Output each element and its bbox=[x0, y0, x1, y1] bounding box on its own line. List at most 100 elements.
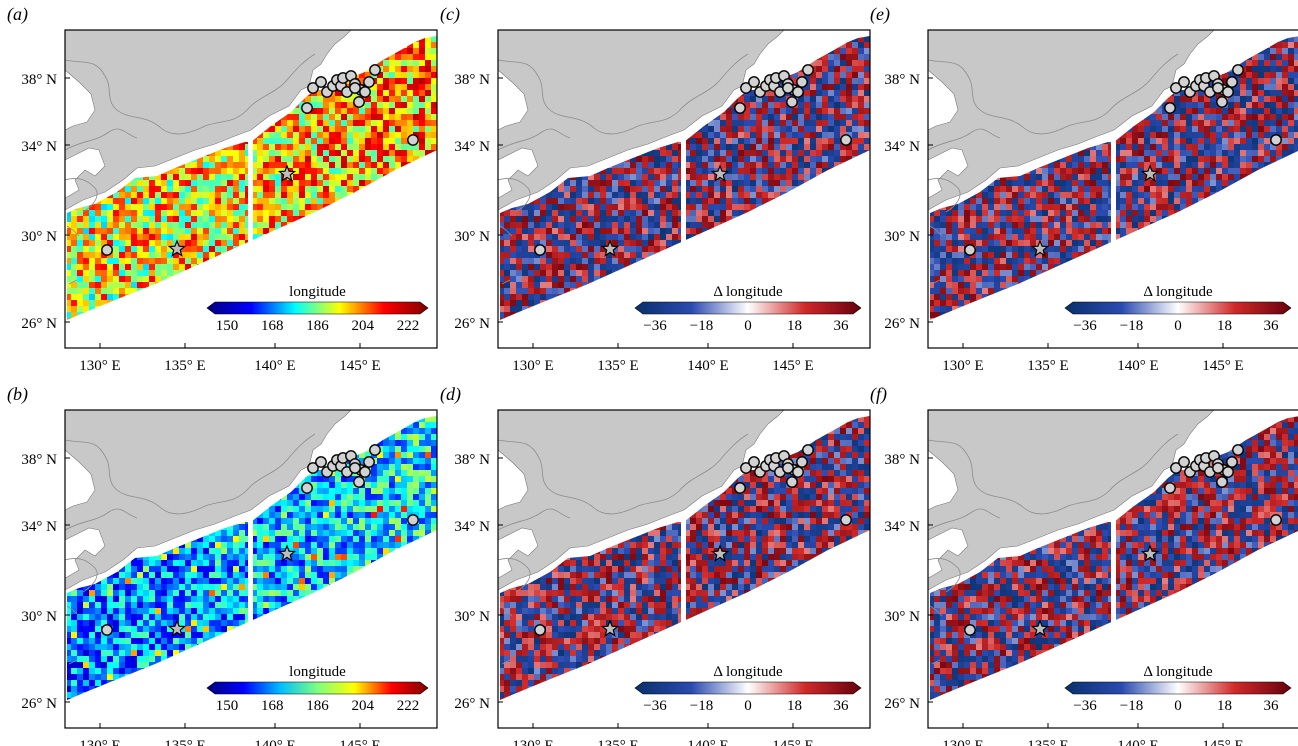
epicenter-star-icon bbox=[1030, 239, 1050, 257]
longitude-tick-label: 145° E bbox=[339, 738, 380, 746]
swath-gap bbox=[681, 130, 686, 360]
epicenter-star-icon bbox=[167, 619, 187, 637]
colorbar-title: longitude bbox=[289, 284, 346, 300]
station-circle-icon bbox=[1170, 82, 1182, 94]
longitude-tick-label: 130° E bbox=[79, 358, 120, 374]
colorbar-ramp bbox=[1064, 681, 1292, 695]
colorbar-tick-label: 150 bbox=[216, 318, 239, 334]
longitude-tick-label: 145° E bbox=[1202, 358, 1243, 374]
panel-label: (c) bbox=[440, 4, 460, 25]
panel-label: (a) bbox=[7, 4, 28, 25]
swath-gap bbox=[681, 510, 686, 740]
station-circle-icon bbox=[1164, 102, 1176, 114]
latitude-tick-label: 34° N bbox=[21, 519, 57, 535]
contour-line bbox=[66, 225, 80, 285]
colorbar-tick-label: 18 bbox=[1217, 318, 1232, 334]
latitude-tick-label: 26° N bbox=[454, 696, 490, 712]
station-circle-icon bbox=[1226, 456, 1238, 468]
longitude-tick-label: 140° E bbox=[1117, 358, 1158, 374]
station-circle-icon bbox=[840, 134, 852, 146]
contour-line bbox=[497, 178, 531, 213]
epicenter-star-icon bbox=[600, 239, 620, 257]
station-circle-icon bbox=[734, 102, 746, 114]
panel-label: (d) bbox=[440, 384, 461, 405]
map-frame bbox=[927, 409, 1298, 729]
panel-label: (b) bbox=[7, 384, 28, 405]
latitude-tick-label: 38° N bbox=[454, 72, 490, 88]
station-circle-icon bbox=[1222, 86, 1234, 98]
colorbar-tick-label: 204 bbox=[352, 698, 375, 714]
longitude-tick-label: 145° E bbox=[772, 358, 813, 374]
land-mass bbox=[927, 29, 1215, 211]
station-circle-icon bbox=[534, 624, 546, 636]
station-circle-icon bbox=[349, 82, 361, 94]
epicenter-star-icon bbox=[277, 164, 297, 182]
colorbar-tick-label: −36 bbox=[643, 318, 667, 334]
longitude-tick-label: 145° E bbox=[1202, 738, 1243, 746]
longitude-tick-label: 130° E bbox=[942, 738, 983, 746]
map-panel-b: (b) 38° N 34° N 30° N 26° N 130° E 135° E 140° … bbox=[7, 384, 438, 746]
map-frame bbox=[497, 409, 871, 729]
latitude-tick-label: 38° N bbox=[21, 452, 57, 468]
station-circle-icon bbox=[349, 462, 361, 474]
latitude-tick-label: 34° N bbox=[21, 139, 57, 155]
latitude-tick-label: 38° N bbox=[884, 72, 920, 88]
station-circle-icon bbox=[786, 476, 798, 488]
colorbar-tick-label: −36 bbox=[643, 698, 667, 714]
station-circle-icon bbox=[1270, 134, 1282, 146]
colorbar-tick-label: 150 bbox=[216, 698, 239, 714]
station-circle-icon bbox=[1178, 456, 1190, 468]
latitude-tick-label: 26° N bbox=[884, 696, 920, 712]
station-circle-icon bbox=[307, 462, 319, 474]
longitude-tick-label: 130° E bbox=[512, 738, 553, 746]
latitude-tick-label: 26° N bbox=[21, 316, 57, 332]
swath-gap bbox=[1111, 130, 1116, 360]
station-circle-icon bbox=[353, 96, 365, 108]
colorbar-tick-label: 222 bbox=[397, 318, 420, 334]
longitude-tick-label: 145° E bbox=[339, 358, 380, 374]
latitude-tick-label: 30° N bbox=[454, 609, 490, 625]
longitude-tick-label: 130° E bbox=[942, 358, 983, 374]
longitude-tick-label: 130° E bbox=[79, 738, 120, 746]
map-frame bbox=[64, 409, 438, 729]
land-mass bbox=[497, 29, 785, 211]
colorbar-tick-label: 186 bbox=[306, 698, 329, 714]
station-circle-icon bbox=[1170, 462, 1182, 474]
longitude-tick-label: 135° E bbox=[1027, 358, 1068, 374]
station-circle-icon bbox=[964, 624, 976, 636]
colorbar-tick-label: 36 bbox=[1264, 698, 1280, 714]
colorbar-tick-label: 0 bbox=[1174, 698, 1182, 714]
longitude-tick-label: 135° E bbox=[164, 738, 205, 746]
epicenter-star-icon bbox=[1140, 544, 1160, 562]
station-circle-icon bbox=[802, 64, 814, 76]
land-mass bbox=[64, 29, 352, 211]
latitude-tick-label: 38° N bbox=[884, 452, 920, 468]
station-circle-icon bbox=[407, 514, 419, 526]
latitude-tick-label: 30° N bbox=[21, 229, 57, 245]
station-circle-icon bbox=[1178, 76, 1190, 88]
panel-label: (e) bbox=[870, 4, 890, 25]
contour-line bbox=[64, 433, 316, 515]
colorbar-tick-label: −36 bbox=[1073, 318, 1097, 334]
map-panel-a: (a) 38° N 34° N 30° N 26° N 130° E 135° E 140° … bbox=[7, 4, 438, 374]
contour-line bbox=[66, 605, 80, 665]
colorbar-title: longitude bbox=[289, 664, 346, 680]
contour-line bbox=[929, 225, 943, 285]
colorbar: Δ longitude −36 −18 0 18 36 bbox=[1064, 664, 1292, 714]
station-circle-icon bbox=[1226, 76, 1238, 88]
station-circle-icon bbox=[792, 86, 804, 98]
colorbar-ramp bbox=[206, 681, 429, 695]
station-circle-icon bbox=[734, 482, 746, 494]
colorbar-ramp bbox=[634, 681, 862, 695]
longitude-tick-label: 135° E bbox=[164, 358, 205, 374]
station-circle-icon bbox=[1222, 466, 1234, 478]
station-circle-icon bbox=[1232, 64, 1244, 76]
map-panel-f: (f) 38° N 34° N 30° N 26° N 130° E 135° E 140° … bbox=[870, 384, 1298, 746]
station-circle-icon bbox=[1212, 82, 1224, 94]
colorbar-tick-label: −18 bbox=[1120, 698, 1143, 714]
longitude-tick-label: 140° E bbox=[1117, 738, 1158, 746]
contour-line bbox=[64, 508, 138, 531]
station-circle-icon bbox=[315, 456, 327, 468]
latitude-tick-label: 34° N bbox=[454, 139, 490, 155]
